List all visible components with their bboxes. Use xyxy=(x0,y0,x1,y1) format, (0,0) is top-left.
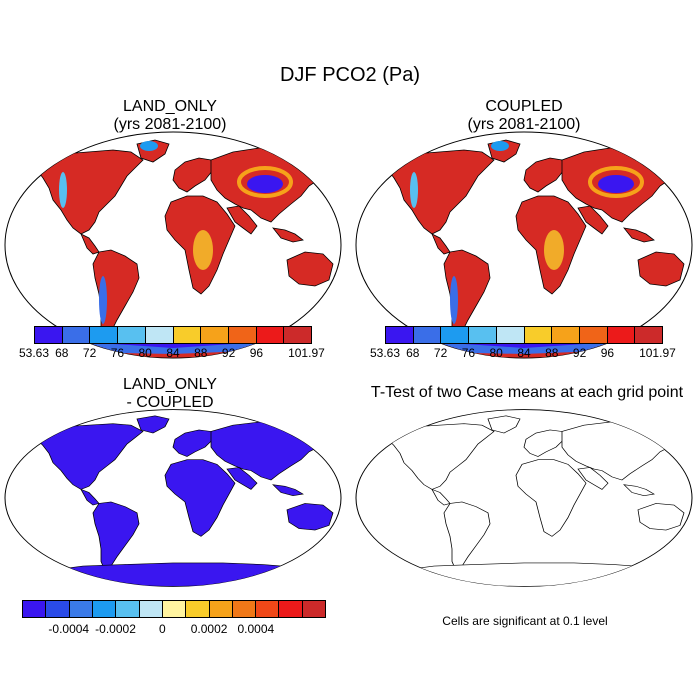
colorbar-box xyxy=(46,601,70,617)
colorbar-box xyxy=(139,601,163,617)
colorbar-box xyxy=(23,601,47,617)
colorbar-box xyxy=(302,601,326,617)
colorbar-tick-label: 0.0002 xyxy=(190,622,228,636)
panel-title-line2: - COUPLED xyxy=(126,394,214,411)
greenland-low-region xyxy=(140,141,158,151)
colorbar-box xyxy=(92,601,117,617)
colorbar-tick-label: 68 xyxy=(55,346,69,360)
colorbar-tick-label: 88 xyxy=(545,346,559,360)
colorbar-box xyxy=(469,327,497,343)
colorbar-box xyxy=(256,327,285,343)
panel-title-line1: COUPLED xyxy=(485,98,563,115)
panel-title-coupled: COUPLED (yrs 2081-2100) xyxy=(384,98,664,134)
colorbar-tick-label: 96 xyxy=(249,346,264,360)
colorbar-box xyxy=(413,327,442,343)
colorbar-box xyxy=(256,601,280,617)
colorbar-tick-label: -0.0002 xyxy=(95,622,136,636)
colorbar-land-only xyxy=(34,326,312,344)
colorbar-box xyxy=(209,601,233,617)
colorbar-box xyxy=(116,601,140,617)
colorbar-tick-label: -0.0004 xyxy=(48,622,90,636)
panel-title-line2: (yrs 2081-2100) xyxy=(113,116,227,133)
colorbar-tick-label: 53.63 xyxy=(369,346,401,360)
main-title: DJF PCO2 (Pa) xyxy=(279,64,421,86)
colorbar-labels-difference: -0.0004 -0.0002 0 0.0002 0.0004 xyxy=(22,622,326,636)
colorbar-tick-label: 84 xyxy=(517,346,531,360)
rockies-low-region xyxy=(410,172,418,208)
colorbar-box xyxy=(162,601,187,617)
colorbar-box xyxy=(496,327,525,343)
panel-title-ttest: T-Test of two Case means at each grid po… xyxy=(370,384,684,401)
colorbar-box xyxy=(145,327,174,343)
asia-mid-region xyxy=(588,166,644,198)
map-coupled xyxy=(355,131,693,359)
colorbar-tick-label: 72 xyxy=(82,346,97,360)
rockies-low-region xyxy=(59,172,67,208)
colorbar-tick-label: 72 xyxy=(433,346,448,360)
colorbar-box xyxy=(579,327,608,343)
panel-title-land-only: LAND_ONLY (yrs 2081-2100) xyxy=(30,98,310,134)
colorbar-tick-label: 92 xyxy=(572,346,587,360)
colorbar-box xyxy=(232,601,257,617)
map-ttest xyxy=(355,409,693,587)
colorbar-tick-label: 76 xyxy=(110,346,125,360)
colorbar-box xyxy=(228,327,257,343)
asia-low-region xyxy=(598,175,634,193)
colorbar-box xyxy=(90,327,119,343)
colorbar-box xyxy=(69,601,93,617)
colorbar-box xyxy=(284,327,312,343)
colorbar-box xyxy=(186,601,210,617)
colorbar-tick-label: 84 xyxy=(166,346,180,360)
colorbar-box xyxy=(524,327,553,343)
significance-note: Cells are significant at 0.1 level xyxy=(442,614,608,628)
colorbar-box xyxy=(552,327,580,343)
panel-title-line1: LAND_ONLY xyxy=(123,98,217,115)
colorbar-tick-label: 101.97 xyxy=(288,346,325,360)
andes-low-region xyxy=(99,276,107,324)
colorbar-box xyxy=(386,327,414,343)
colorbar-tick-label: 76 xyxy=(461,346,476,360)
colorbar-tick-label: 68 xyxy=(406,346,420,360)
colorbar-box xyxy=(62,327,91,343)
map-difference xyxy=(4,409,342,587)
map-land-only xyxy=(4,131,342,359)
colorbar-tick-label: 101.97 xyxy=(639,346,676,360)
colorbar-tick-label: 96 xyxy=(600,346,615,360)
colorbar-coupled xyxy=(385,326,663,344)
colorbar-box xyxy=(201,327,229,343)
panel-title-difference: LAND_ONLY - COUPLED xyxy=(30,376,310,412)
colorbar-tick-label: 53.63 xyxy=(18,346,50,360)
colorbar-tick-label: 80 xyxy=(489,346,503,360)
colorbar-box xyxy=(635,327,663,343)
colorbar-tick-label: 88 xyxy=(194,346,208,360)
andes-low-region xyxy=(450,276,458,324)
colorbar-box xyxy=(35,327,63,343)
colorbar-tick-label: 92 xyxy=(221,346,236,360)
colorbar-tick-label: 0 xyxy=(158,622,166,636)
colorbar-box xyxy=(607,327,636,343)
colorbar-labels-coupled: 53.63 68 72 76 80 84 88 92 96 101.97 xyxy=(370,346,676,360)
asia-low-region xyxy=(247,175,283,193)
colorbar-tick-label: 0.0004 xyxy=(237,622,275,636)
africa-mid-region xyxy=(544,230,564,270)
panel-title-line1: LAND_ONLY xyxy=(123,376,217,393)
colorbar-box xyxy=(118,327,146,343)
colorbar-box xyxy=(279,601,303,617)
colorbar-difference xyxy=(22,600,326,618)
colorbar-box xyxy=(441,327,470,343)
colorbar-labels-land-only: 53.63 68 72 76 80 84 88 92 96 101.97 xyxy=(19,346,325,360)
greenland-low-region xyxy=(491,141,509,151)
colorbar-tick-label: 80 xyxy=(138,346,152,360)
panel-title-line2: (yrs 2081-2100) xyxy=(467,116,581,133)
africa-mid-region xyxy=(193,230,213,270)
asia-mid-region xyxy=(237,166,293,198)
colorbar-box xyxy=(173,327,202,343)
